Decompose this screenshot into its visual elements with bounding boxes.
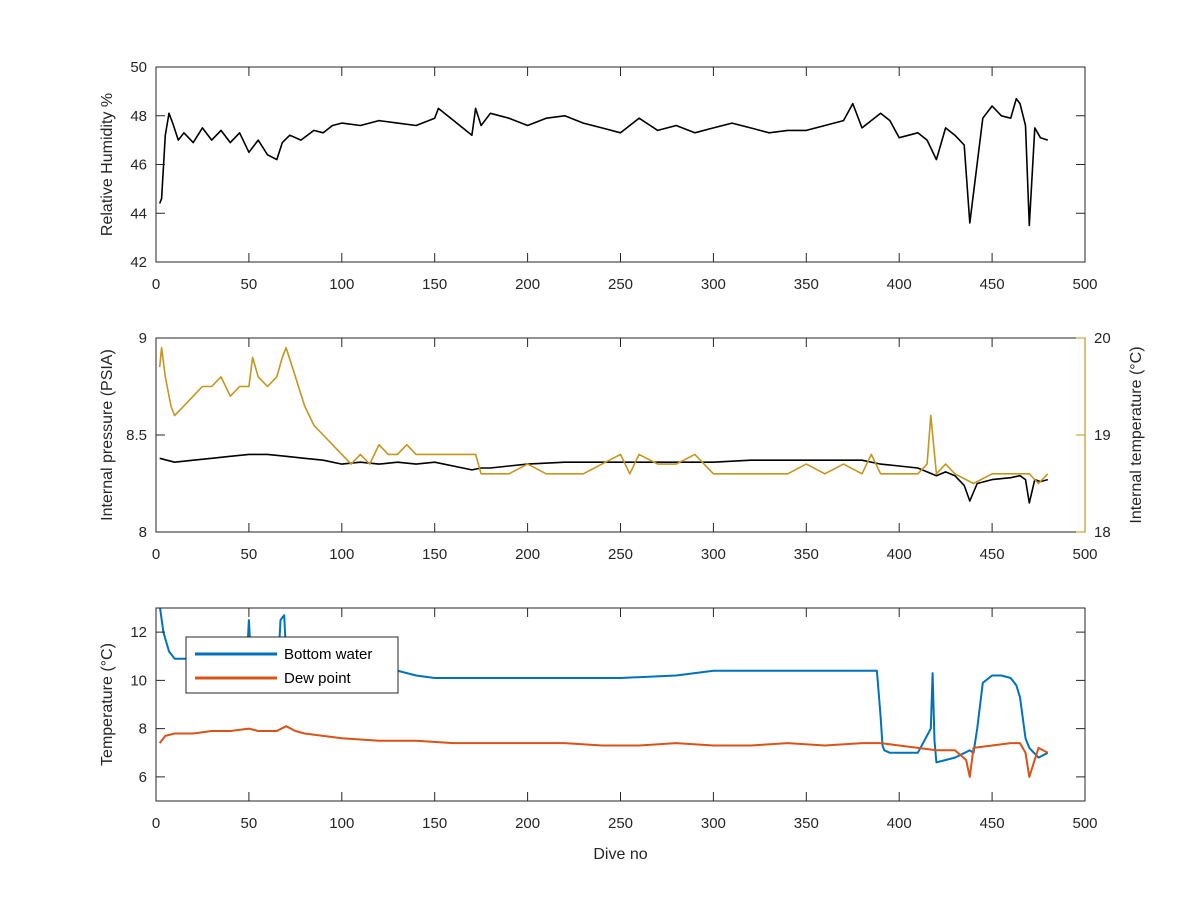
- x-tick-label: 100: [329, 815, 354, 832]
- y-tick-label: 50: [130, 59, 147, 76]
- x-tick-label: 0: [152, 815, 160, 832]
- x-tick-label: 400: [887, 546, 912, 563]
- x-tick-label: 200: [515, 276, 540, 293]
- legend-box: [185, 636, 399, 694]
- x-tick-label: 450: [980, 815, 1005, 832]
- x-tick-label: 500: [1072, 276, 1097, 293]
- y-tick-label: 8: [139, 524, 147, 541]
- pressure-panel: 0 50 100 150 200 250 300 350 400 450 500 8 8.5 9 18 19 2…: [99, 330, 1145, 563]
- y-axis-label: Temperature (°C): [99, 643, 116, 766]
- legend-label: Dew point: [284, 670, 352, 687]
- x-tick-label: 450: [980, 546, 1005, 563]
- legend: Bottom water Dew point: [185, 636, 399, 694]
- y2-tick-label: 20: [1094, 330, 1111, 347]
- dew-point-series-line: [158, 725, 1049, 778]
- internal-temperature-series-line: [158, 346, 1049, 485]
- y-tick-label: 46: [130, 157, 147, 174]
- y-tick-label: 44: [130, 205, 147, 222]
- x-axis-label: Dive no: [593, 846, 647, 863]
- legend-label: Bottom water: [284, 646, 372, 663]
- y-tick-label: 10: [130, 672, 147, 689]
- x-tick-label: 400: [887, 276, 912, 293]
- x-tick-label: 300: [701, 815, 726, 832]
- x-tick-label: 350: [794, 546, 819, 563]
- x-tick-label: 250: [608, 546, 633, 563]
- y-tick-label: 8: [139, 721, 147, 738]
- humidity-plot-area: [156, 67, 1085, 262]
- relative-humidity-series-line: [158, 97, 1049, 227]
- y-axis-label: Internal pressure (PSIA): [99, 349, 116, 521]
- x-tick-label: 300: [701, 276, 726, 293]
- x-tick-label: 50: [241, 546, 258, 563]
- x-tick-label: 0: [152, 546, 160, 563]
- x-tick-label: 350: [794, 276, 819, 293]
- x-tick-label: 50: [241, 276, 258, 293]
- x-tick-label: 500: [1072, 546, 1097, 563]
- pressure-plot-area: [156, 338, 1085, 532]
- x-tick-label: 150: [422, 815, 447, 832]
- x-tick-label: 0: [152, 276, 160, 293]
- y2-tick-label: 18: [1094, 524, 1111, 541]
- humidity-panel: 0 50 100 150 200 250 300 350 400 450 500 42 44 46 48 50…: [99, 59, 1098, 293]
- y-axis-label: Relative Humidity %: [99, 93, 116, 236]
- y-tick-label: 8.5: [126, 427, 147, 444]
- y2-tick-label: 19: [1094, 427, 1111, 444]
- x-tick-label: 250: [608, 815, 633, 832]
- x-tick-label: 300: [701, 546, 726, 563]
- y-tick-label: 48: [130, 108, 147, 125]
- internal-pressure-series-line: [159, 453, 1049, 504]
- temperature-panel: 0 50 100 150 200 250 300 350 400 450 500 6 8 10 12 Temp…: [99, 607, 1098, 863]
- x-tick-label: 200: [515, 546, 540, 563]
- y-tick-label: 42: [130, 254, 147, 271]
- x-tick-label: 100: [329, 546, 354, 563]
- x-tick-label: 350: [794, 815, 819, 832]
- x-tick-label: 200: [515, 815, 540, 832]
- x-tick-label: 100: [329, 276, 354, 293]
- x-tick-label: 450: [980, 276, 1005, 293]
- x-tick-label: 500: [1072, 815, 1097, 832]
- x-tick-label: 150: [422, 276, 447, 293]
- y2-axis-label: Internal temperature (°C): [1128, 346, 1145, 523]
- x-tick-label: 250: [608, 276, 633, 293]
- x-tick-label: 400: [887, 815, 912, 832]
- y-tick-label: 6: [139, 769, 147, 786]
- x-tick-label: 50: [241, 815, 258, 832]
- x-tick-label: 150: [422, 546, 447, 563]
- y-tick-label: 12: [130, 624, 147, 641]
- y-tick-label: 9: [139, 330, 147, 347]
